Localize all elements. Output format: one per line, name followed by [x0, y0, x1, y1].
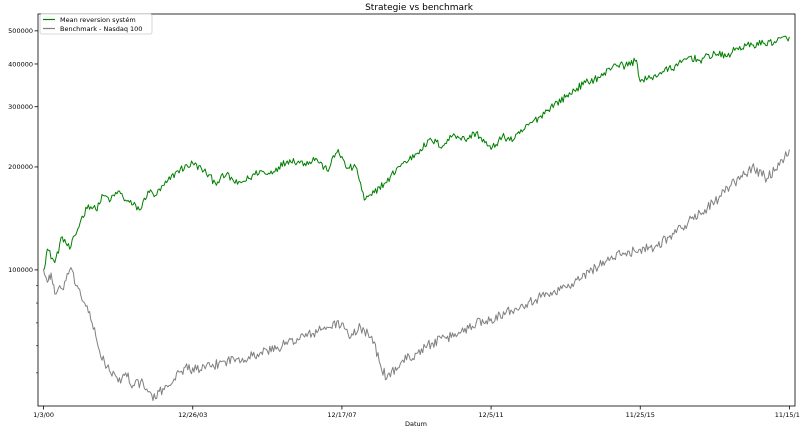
- x-tick-label: 12/26/03: [178, 411, 207, 419]
- y-axis: 100000 200000 300000 400000 500000: [8, 27, 38, 374]
- series-line-mean-reversion: [43, 35, 790, 271]
- x-tick-label: 12/17/07: [327, 411, 356, 419]
- y-tick-label: 300000: [8, 103, 33, 111]
- y-tick-label: 500000: [8, 27, 33, 35]
- x-axis-label: Datum: [405, 420, 427, 428]
- legend: Mean reversion systém Benchmark - Nasdaq…: [39, 13, 153, 35]
- legend-label-mean-reversion: Mean reversion systém: [60, 16, 136, 24]
- y-tick-label: 200000: [8, 163, 33, 171]
- plot-lines: [43, 35, 790, 402]
- y-tick-label: 400000: [8, 60, 33, 68]
- x-tick-label: 1/3/00: [33, 411, 54, 419]
- legend-label-benchmark: Benchmark - Nasdaq 100: [60, 25, 142, 33]
- x-tick-label: 12/5/11: [479, 411, 504, 419]
- series-line-benchmark: [43, 149, 790, 402]
- plot-frame: [37, 13, 796, 407]
- x-axis: 1/3/00 12/26/03 12/17/07 12/5/11 11/25/15 11/…: [33, 406, 800, 419]
- x-tick-label: 11/25/15: [626, 411, 655, 419]
- x-tick-label: 11/15/19: [775, 411, 800, 419]
- chart-title: Strategie vs benchmark: [365, 3, 474, 13]
- y-tick-label: 100000: [8, 266, 33, 274]
- legend-box: [39, 13, 153, 35]
